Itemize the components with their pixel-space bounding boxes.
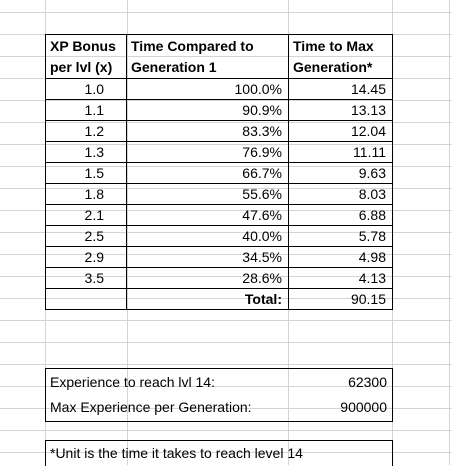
footnote-text[interactable]: *Unit is the time it takes to reach leve…: [50, 445, 303, 461]
table-row: 1.3 76.9% 11.11: [45, 141, 393, 163]
compared-cell[interactable]: 34.5%: [126, 246, 289, 268]
compared-cell[interactable]: 66.7%: [126, 162, 289, 184]
header-xp-bonus[interactable]: XP Bonus: [45, 34, 127, 57]
bonus-cell[interactable]: 1.8: [45, 183, 127, 205]
bonus-cell[interactable]: 2.9: [45, 246, 127, 268]
bonus-cell[interactable]: 1.1: [45, 99, 127, 121]
bonus-cell[interactable]: 2.5: [45, 225, 127, 247]
max-experience-label[interactable]: Max Experience per Generation:: [50, 399, 252, 415]
compared-cell[interactable]: 100.0%: [126, 78, 289, 100]
table-row: 1.1 90.9% 13.13: [45, 99, 393, 121]
table-row: 1.5 66.7% 9.63: [45, 162, 393, 184]
compared-cell[interactable]: 55.6%: [126, 183, 289, 205]
total-empty-cell[interactable]: [45, 288, 127, 310]
header-row: per lvl (x) Generation 1 Generation*: [45, 56, 393, 79]
table-row: 3.5 28.6% 4.13: [45, 267, 393, 289]
time-cell[interactable]: 12.04: [288, 120, 393, 142]
header-xp-bonus-2[interactable]: per lvl (x): [45, 56, 127, 79]
table-row: 1.2 83.3% 12.04: [45, 120, 393, 142]
header-time-compared-2[interactable]: Generation 1: [126, 56, 289, 79]
header-row: XP Bonus Time Compared to Time to Max: [45, 34, 393, 57]
compared-cell[interactable]: 47.6%: [126, 204, 289, 226]
compared-cell[interactable]: 90.9%: [126, 99, 289, 121]
bonus-cell[interactable]: 1.3: [45, 141, 127, 163]
table-row: 2.9 34.5% 4.98: [45, 246, 393, 268]
experience-box: [45, 368, 393, 422]
footnote-box: [45, 440, 393, 466]
total-row: Total: 90.15: [45, 288, 393, 310]
time-cell[interactable]: 14.45: [288, 78, 393, 100]
compared-cell[interactable]: 83.3%: [126, 120, 289, 142]
header-time-compared[interactable]: Time Compared to: [126, 34, 289, 57]
time-cell[interactable]: 11.11: [288, 141, 393, 163]
xp-bonus-table: XP Bonus Time Compared to Time to Max pe…: [45, 34, 393, 310]
header-time-to-max[interactable]: Time to Max: [288, 34, 393, 57]
time-cell[interactable]: 6.88: [288, 204, 393, 226]
total-value[interactable]: 90.15: [288, 288, 393, 310]
total-label[interactable]: Total:: [126, 288, 289, 310]
bonus-cell[interactable]: 3.5: [45, 267, 127, 289]
column-gridline: [392, 0, 393, 465]
bonus-cell[interactable]: 1.0: [45, 78, 127, 100]
time-cell[interactable]: 13.13: [288, 99, 393, 121]
experience-reach-value[interactable]: 62300: [348, 374, 387, 390]
time-cell[interactable]: 9.63: [288, 162, 393, 184]
bonus-cell[interactable]: 1.5: [45, 162, 127, 184]
table-row: 2.1 47.6% 6.88: [45, 204, 393, 226]
table-row: 1.8 55.6% 8.03: [45, 183, 393, 205]
compared-cell[interactable]: 28.6%: [126, 267, 289, 289]
table-row: 1.0 100.0% 14.45: [45, 78, 393, 100]
compared-cell[interactable]: 76.9%: [126, 141, 289, 163]
max-experience-value[interactable]: 900000: [340, 399, 387, 415]
experience-reach-label[interactable]: Experience to reach lvl 14:: [50, 374, 215, 390]
time-cell[interactable]: 4.98: [288, 246, 393, 268]
header-time-to-max-2[interactable]: Generation*: [288, 56, 393, 79]
bonus-cell[interactable]: 2.1: [45, 204, 127, 226]
column-gridline: [449, 0, 450, 465]
compared-cell[interactable]: 40.0%: [126, 225, 289, 247]
time-cell[interactable]: 4.13: [288, 267, 393, 289]
time-cell[interactable]: 5.78: [288, 225, 393, 247]
table-row: 2.5 40.0% 5.78: [45, 225, 393, 247]
bonus-cell[interactable]: 1.2: [45, 120, 127, 142]
time-cell[interactable]: 8.03: [288, 183, 393, 205]
